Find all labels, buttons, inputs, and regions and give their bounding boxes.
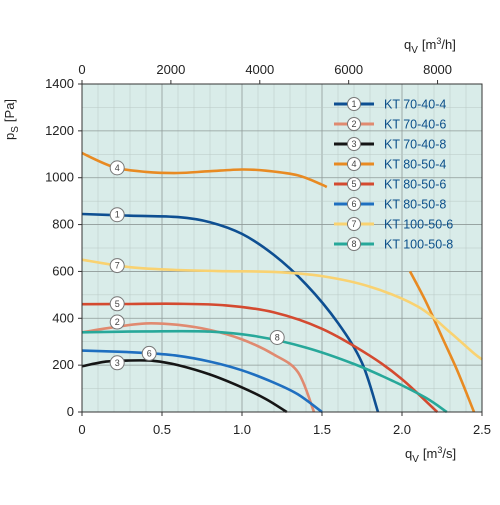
- legend-item-8: 8 KT 100-50-8: [334, 237, 453, 252]
- series-line-6: [81, 349, 323, 414]
- legend-marker-number: 5: [351, 179, 356, 189]
- x-tick-label: 0: [78, 422, 85, 437]
- y-tick-label: 200: [52, 357, 74, 372]
- marker-number: 3: [115, 358, 120, 368]
- marker-circle: [109, 355, 125, 371]
- legend-label: KT 100-50-8: [384, 238, 453, 252]
- series-marker-3: 3: [109, 355, 125, 371]
- legend-item-2: 2 KT 70-40-6: [334, 117, 446, 132]
- legend-marker-number: 6: [351, 199, 356, 209]
- marker-circle: [109, 160, 125, 176]
- x-top-tick-label: 0: [78, 62, 85, 77]
- marker-circle: [109, 296, 125, 312]
- series-marker-5: 5: [109, 296, 125, 312]
- marker-number: 4: [115, 163, 120, 173]
- legend: 1 KT 70-40-4 2 KT 70-40-6 3 KT 70-40-8 4 KT 80-…: [334, 97, 453, 252]
- y-tick-label: 1000: [45, 170, 74, 185]
- y-axis-title: pS[Pa]: [2, 99, 21, 140]
- series-markers: 1 2 3 4 5 6 7 8: [109, 160, 285, 371]
- plot-frame: [81, 83, 483, 413]
- legend-marker-number: 8: [351, 239, 356, 249]
- legend-item-7: 7 KT 100-50-6: [334, 217, 453, 232]
- y-tick-label: 1200: [45, 123, 74, 138]
- x-tick-label: 2.0: [393, 422, 411, 437]
- series-marker-4: 4: [109, 160, 125, 176]
- x-top-tick-label: 2000: [156, 62, 185, 77]
- x-tick-label: 1.5: [313, 422, 331, 437]
- legend-item-5: 5 KT 80-50-6: [334, 177, 446, 192]
- legend-item-1: 1 KT 70-40-4: [334, 97, 446, 112]
- marker-number: 8: [275, 332, 280, 342]
- legend-item-6: 6 KT 80-50-8: [334, 197, 446, 212]
- legend-marker-circle: [347, 217, 361, 231]
- marker-circle: [141, 345, 157, 361]
- x-axis-top-title: qV [m3/h]: [404, 36, 456, 56]
- series-marker-2: 2: [109, 314, 125, 330]
- x-axis-title: qV [m3/s]: [405, 445, 456, 465]
- x-top-tick-label: 6000: [334, 62, 363, 77]
- legend-label: KT 70-40-4: [384, 98, 446, 112]
- legend-label: KT 80-50-8: [384, 198, 446, 212]
- marker-circle: [109, 258, 125, 274]
- legend-marker-number: 7: [351, 219, 356, 229]
- y-tick-label: 600: [52, 263, 74, 278]
- x-axis-ticks: 0 0.5 1.0 1.5 2.0 2.5: [78, 412, 491, 437]
- legend-label: KT 80-50-4: [384, 158, 446, 172]
- y-tick-label: 800: [52, 217, 74, 232]
- x-tick-label: 2.5: [473, 422, 491, 437]
- legend-item-3: 3 KT 70-40-8: [334, 137, 446, 152]
- legend-marker-number: 1: [351, 99, 356, 109]
- x-axis-top-ticks: 0 2000 4000 6000 8000: [78, 62, 452, 84]
- series-marker-1: 1: [109, 207, 125, 223]
- legend-marker-circle: [347, 137, 361, 151]
- series-marker-8: 8: [269, 329, 285, 345]
- marker-circle: [109, 207, 125, 223]
- marker-number: 6: [147, 348, 152, 358]
- legend-marker-circle: [347, 177, 361, 191]
- legend-marker-circle: [347, 97, 361, 111]
- marker-number: 2: [115, 317, 120, 327]
- series-line-4: [81, 151, 328, 189]
- marker-number: 7: [115, 261, 120, 271]
- series-line-7: [81, 258, 483, 361]
- legend-marker-number: 3: [351, 139, 356, 149]
- legend-marker-number: 2: [351, 119, 356, 129]
- x-top-tick-label: 8000: [423, 62, 452, 77]
- series-marker-6: 6: [141, 345, 157, 361]
- marker-circle: [269, 329, 285, 345]
- legend-label: KT 100-50-6: [384, 218, 453, 232]
- legend-label: KT 70-40-8: [384, 138, 446, 152]
- marker-number: 5: [115, 299, 120, 309]
- legend-marker-circle: [347, 197, 361, 211]
- series-marker-7: 7: [109, 258, 125, 274]
- legend-item-4: 4 KT 80-50-4: [334, 157, 446, 172]
- x-tick-label: 0.5: [153, 422, 171, 437]
- series-line-8: [81, 329, 448, 414]
- marker-number: 1: [115, 210, 120, 220]
- y-tick-label: 400: [52, 310, 74, 325]
- series-line-1: [81, 212, 380, 413]
- y-tick-label: 0: [67, 404, 74, 419]
- legend-marker-circle: [347, 157, 361, 171]
- x-tick-label: 1.0: [233, 422, 251, 437]
- marker-circle: [109, 314, 125, 330]
- legend-marker-number: 4: [351, 159, 356, 169]
- y-axis-ticks: 0 200 400 600 800 1000 1200 1400: [45, 76, 82, 419]
- series-line-5: [81, 302, 439, 413]
- x-top-tick-label: 4000: [245, 62, 274, 77]
- legend-label: KT 80-50-6: [384, 178, 446, 192]
- legend-marker-circle: [347, 117, 361, 131]
- y-tick-label: 1400: [45, 76, 74, 91]
- series-line-4b: [408, 270, 476, 413]
- legend-marker-circle: [347, 237, 361, 251]
- legend-label: KT 70-40-6: [384, 118, 446, 132]
